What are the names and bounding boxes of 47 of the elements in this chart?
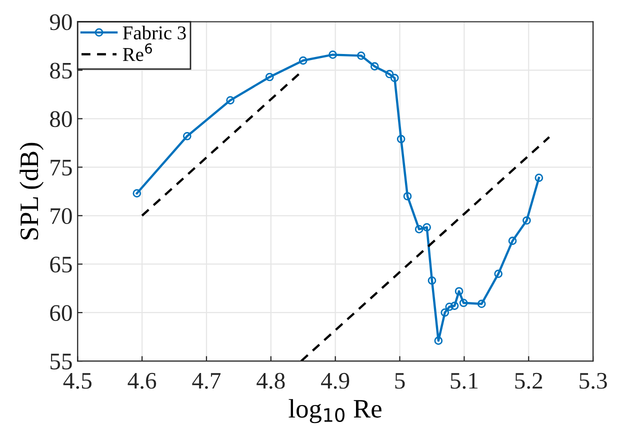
y-tick-label: 70 [50, 208, 72, 224]
point [440, 308, 450, 317]
y-tick-label: 85 [50, 62, 72, 79]
y-tick-label: 60 [50, 305, 72, 322]
point [459, 298, 468, 308]
point [390, 74, 399, 82]
x-tick-label: 5.1 [450, 372, 478, 389]
y-tick-label: 75 [50, 160, 72, 176]
point [132, 189, 142, 198]
point [298, 56, 308, 65]
point [508, 236, 517, 246]
x-tick-label: 4.9 [321, 372, 350, 389]
point [434, 336, 443, 345]
x-tick-label: 4.8 [256, 372, 285, 389]
point [534, 174, 544, 182]
point [396, 134, 406, 144]
x-tick-label: 5.2 [515, 372, 542, 389]
y-tick-label: 55 [50, 354, 72, 370]
x-tick-label: 5 [395, 373, 405, 389]
point [414, 225, 424, 234]
point [422, 223, 431, 232]
point [265, 72, 274, 82]
legend-label: Re$^{6}$ [122, 43, 152, 62]
point [385, 70, 394, 78]
point [522, 216, 531, 225]
point [328, 50, 337, 59]
point [445, 302, 454, 311]
point [226, 96, 234, 104]
x-tick-label: 4.5 [63, 373, 92, 389]
point [403, 192, 412, 200]
point [477, 300, 486, 308]
legend-label: Fabric 3 [122, 26, 186, 40]
point [454, 287, 464, 296]
point [356, 52, 366, 60]
point [370, 62, 379, 71]
x-tick-label: 5.3 [580, 372, 607, 389]
x-axis-title: log$_{10}$ Re [288, 399, 382, 424]
point [494, 270, 503, 278]
point [450, 302, 459, 310]
y-tick-label: 90 [50, 14, 72, 30]
point [182, 132, 192, 140]
point [428, 276, 436, 285]
x-tick-label: 4.6 [128, 372, 156, 389]
x-tick-label: 4.7 [192, 373, 221, 389]
y-tick-label: 65 [50, 256, 72, 273]
y-axis-title: SPL (dB) [20, 142, 44, 240]
y-tick-label: 80 [50, 111, 72, 128]
